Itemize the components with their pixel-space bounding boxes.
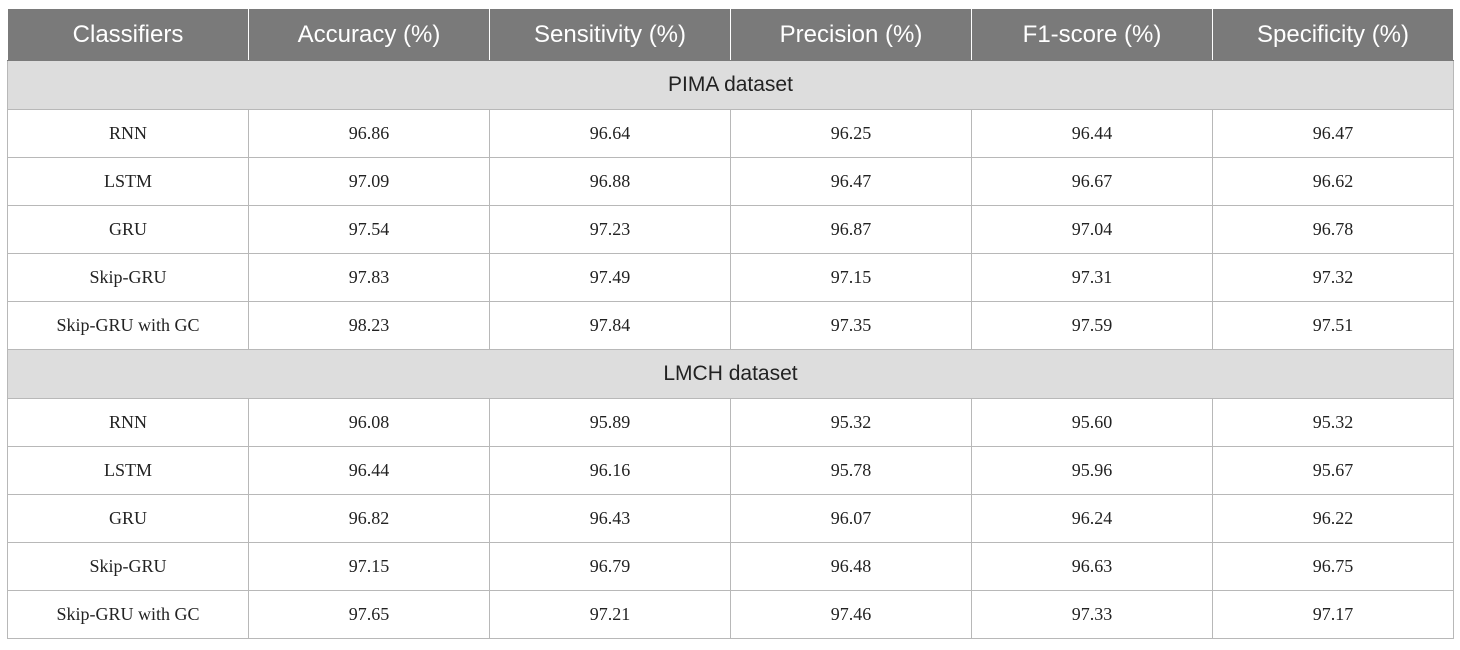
cell-precision: 96.87: [730, 205, 972, 254]
table-row: RNN 96.08 95.89 95.32 95.60 95.32: [7, 398, 1454, 447]
cell-classifier: Skip-GRU with GC: [7, 590, 249, 639]
cell-specificity: 97.51: [1212, 301, 1454, 350]
cell-accuracy: 96.44: [248, 446, 490, 495]
cell-sensitivity: 96.16: [489, 446, 731, 495]
cell-specificity: 96.75: [1212, 542, 1454, 591]
cell-specificity: 97.32: [1212, 253, 1454, 302]
cell-precision: 95.32: [730, 398, 972, 447]
cell-precision: 96.48: [730, 542, 972, 591]
header-row: Classifiers Accuracy (%) Sensitivity (%)…: [7, 8, 1454, 61]
cell-specificity: 96.22: [1212, 494, 1454, 543]
cell-accuracy: 98.23: [248, 301, 490, 350]
table-row: GRU 97.54 97.23 96.87 97.04 96.78: [7, 205, 1454, 254]
cell-f1-score: 96.44: [971, 109, 1213, 158]
cell-classifier: Skip-GRU: [7, 253, 249, 302]
results-table-container: Classifiers Accuracy (%) Sensitivity (%)…: [7, 8, 1454, 639]
table-row: Skip-GRU with GC 98.23 97.84 97.35 97.59…: [7, 301, 1454, 350]
cell-specificity: 95.67: [1212, 446, 1454, 495]
header-accuracy: Accuracy (%): [248, 8, 490, 61]
cell-precision: 96.25: [730, 109, 972, 158]
cell-classifier: RNN: [7, 109, 249, 158]
header-precision: Precision (%): [730, 8, 972, 61]
cell-f1-score: 96.24: [971, 494, 1213, 543]
section-row-lmch: LMCH dataset: [7, 349, 1454, 399]
cell-sensitivity: 97.23: [489, 205, 731, 254]
table-row: Skip-GRU 97.15 96.79 96.48 96.63 96.75: [7, 542, 1454, 591]
table-row: LSTM 96.44 96.16 95.78 95.96 95.67: [7, 446, 1454, 495]
header-classifiers: Classifiers: [7, 8, 249, 61]
header-f1-score: F1-score (%): [971, 8, 1213, 61]
cell-specificity: 97.17: [1212, 590, 1454, 639]
cell-specificity: 96.78: [1212, 205, 1454, 254]
cell-classifier: Skip-GRU with GC: [7, 301, 249, 350]
cell-specificity: 96.47: [1212, 109, 1454, 158]
cell-accuracy: 97.15: [248, 542, 490, 591]
cell-specificity: 95.32: [1212, 398, 1454, 447]
table-row: Skip-GRU with GC 97.65 97.21 97.46 97.33…: [7, 590, 1454, 639]
table-row: GRU 96.82 96.43 96.07 96.24 96.22: [7, 494, 1454, 543]
cell-sensitivity: 96.79: [489, 542, 731, 591]
cell-precision: 95.78: [730, 446, 972, 495]
cell-sensitivity: 97.49: [489, 253, 731, 302]
header-sensitivity: Sensitivity (%): [489, 8, 731, 61]
cell-accuracy: 96.82: [248, 494, 490, 543]
table-row: Skip-GRU 97.83 97.49 97.15 97.31 97.32: [7, 253, 1454, 302]
cell-precision: 97.15: [730, 253, 972, 302]
cell-precision: 97.35: [730, 301, 972, 350]
cell-f1-score: 97.04: [971, 205, 1213, 254]
cell-f1-score: 95.96: [971, 446, 1213, 495]
table-row: LSTM 97.09 96.88 96.47 96.67 96.62: [7, 157, 1454, 206]
table-row: RNN 96.86 96.64 96.25 96.44 96.47: [7, 109, 1454, 158]
header-specificity: Specificity (%): [1212, 8, 1454, 61]
cell-accuracy: 97.09: [248, 157, 490, 206]
cell-sensitivity: 96.88: [489, 157, 731, 206]
cell-f1-score: 97.59: [971, 301, 1213, 350]
cell-precision: 97.46: [730, 590, 972, 639]
cell-f1-score: 97.33: [971, 590, 1213, 639]
cell-accuracy: 96.86: [248, 109, 490, 158]
cell-sensitivity: 97.21: [489, 590, 731, 639]
cell-classifier: LSTM: [7, 157, 249, 206]
cell-accuracy: 97.54: [248, 205, 490, 254]
cell-classifier: Skip-GRU: [7, 542, 249, 591]
cell-classifier: GRU: [7, 494, 249, 543]
cell-precision: 96.07: [730, 494, 972, 543]
cell-accuracy: 97.83: [248, 253, 490, 302]
section-title-lmch: LMCH dataset: [7, 349, 1454, 399]
cell-f1-score: 97.31: [971, 253, 1213, 302]
cell-sensitivity: 97.84: [489, 301, 731, 350]
section-row-pima: PIMA dataset: [7, 60, 1454, 110]
cell-classifier: LSTM: [7, 446, 249, 495]
cell-f1-score: 95.60: [971, 398, 1213, 447]
cell-sensitivity: 96.43: [489, 494, 731, 543]
cell-classifier: RNN: [7, 398, 249, 447]
cell-accuracy: 96.08: [248, 398, 490, 447]
cell-sensitivity: 96.64: [489, 109, 731, 158]
cell-specificity: 96.62: [1212, 157, 1454, 206]
cell-sensitivity: 95.89: [489, 398, 731, 447]
cell-precision: 96.47: [730, 157, 972, 206]
results-table: Classifiers Accuracy (%) Sensitivity (%)…: [7, 8, 1454, 639]
cell-f1-score: 96.63: [971, 542, 1213, 591]
cell-accuracy: 97.65: [248, 590, 490, 639]
cell-f1-score: 96.67: [971, 157, 1213, 206]
section-title-pima: PIMA dataset: [7, 60, 1454, 110]
cell-classifier: GRU: [7, 205, 249, 254]
